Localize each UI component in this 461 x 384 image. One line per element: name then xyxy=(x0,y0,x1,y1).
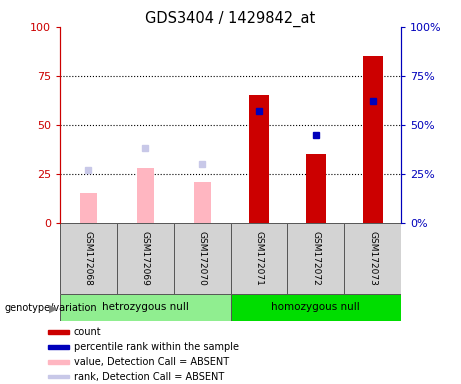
Bar xyxy=(174,223,230,294)
Bar xyxy=(48,360,69,364)
Bar xyxy=(48,375,69,379)
Bar xyxy=(230,223,287,294)
Bar xyxy=(306,154,326,223)
Bar xyxy=(48,345,69,349)
Text: count: count xyxy=(74,327,101,337)
Bar xyxy=(344,223,401,294)
Text: rank, Detection Call = ABSENT: rank, Detection Call = ABSENT xyxy=(74,372,224,382)
Bar xyxy=(249,95,269,223)
Title: GDS3404 / 1429842_at: GDS3404 / 1429842_at xyxy=(145,11,316,27)
Bar xyxy=(80,194,97,223)
Text: GSM172070: GSM172070 xyxy=(198,231,207,286)
Text: ▶: ▶ xyxy=(49,303,58,313)
Text: GSM172072: GSM172072 xyxy=(311,231,320,286)
Text: value, Detection Call = ABSENT: value, Detection Call = ABSENT xyxy=(74,357,229,367)
Bar xyxy=(194,182,211,223)
Bar xyxy=(60,294,230,321)
Text: GSM172073: GSM172073 xyxy=(368,231,377,286)
Bar xyxy=(60,223,117,294)
Bar xyxy=(48,330,69,334)
Bar xyxy=(287,223,344,294)
Text: GSM172068: GSM172068 xyxy=(84,231,93,286)
Text: homozygous null: homozygous null xyxy=(272,302,360,312)
Bar xyxy=(117,223,174,294)
Text: percentile rank within the sample: percentile rank within the sample xyxy=(74,342,239,352)
Text: GSM172069: GSM172069 xyxy=(141,231,150,286)
Bar xyxy=(363,56,383,223)
Text: genotype/variation: genotype/variation xyxy=(5,303,97,313)
Text: hetrozygous null: hetrozygous null xyxy=(102,302,189,312)
Bar xyxy=(230,294,401,321)
Text: GSM172071: GSM172071 xyxy=(254,231,263,286)
Bar xyxy=(137,168,154,223)
